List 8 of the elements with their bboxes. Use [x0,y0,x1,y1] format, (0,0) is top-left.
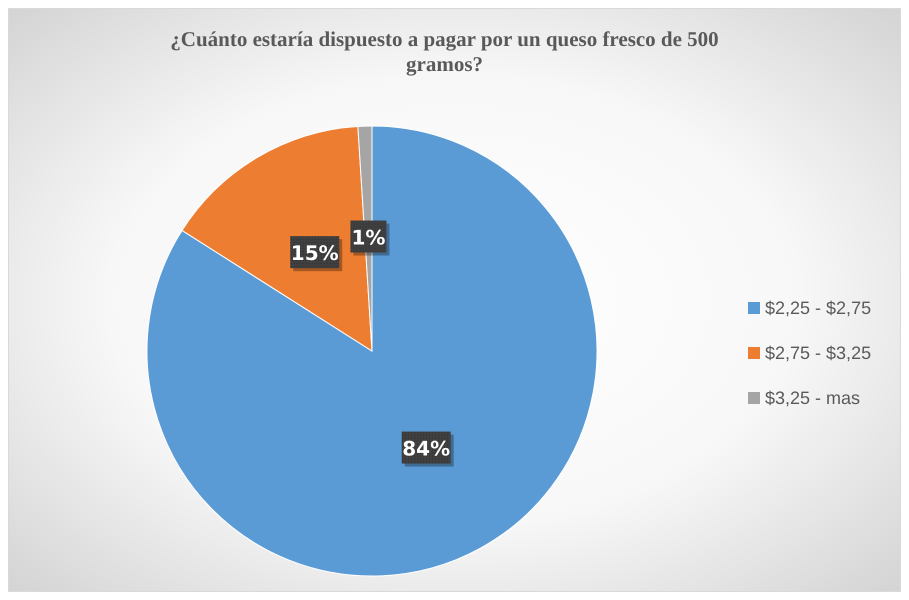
pie-slice [146,126,598,576]
legend-label: $2,75 - $3,25 [765,343,872,363]
data-label: 84% [402,436,450,461]
chart-title: ¿Cuánto estaría dispuesto a pagar por un queso fresco de 500 gramos? [170,27,719,76]
data-label: 15% [290,241,339,266]
legend-label: $3,25 - mas [765,388,860,408]
slice-label: $2,25 - $2,75 [765,298,872,318]
data-label: 1% [351,226,386,250]
